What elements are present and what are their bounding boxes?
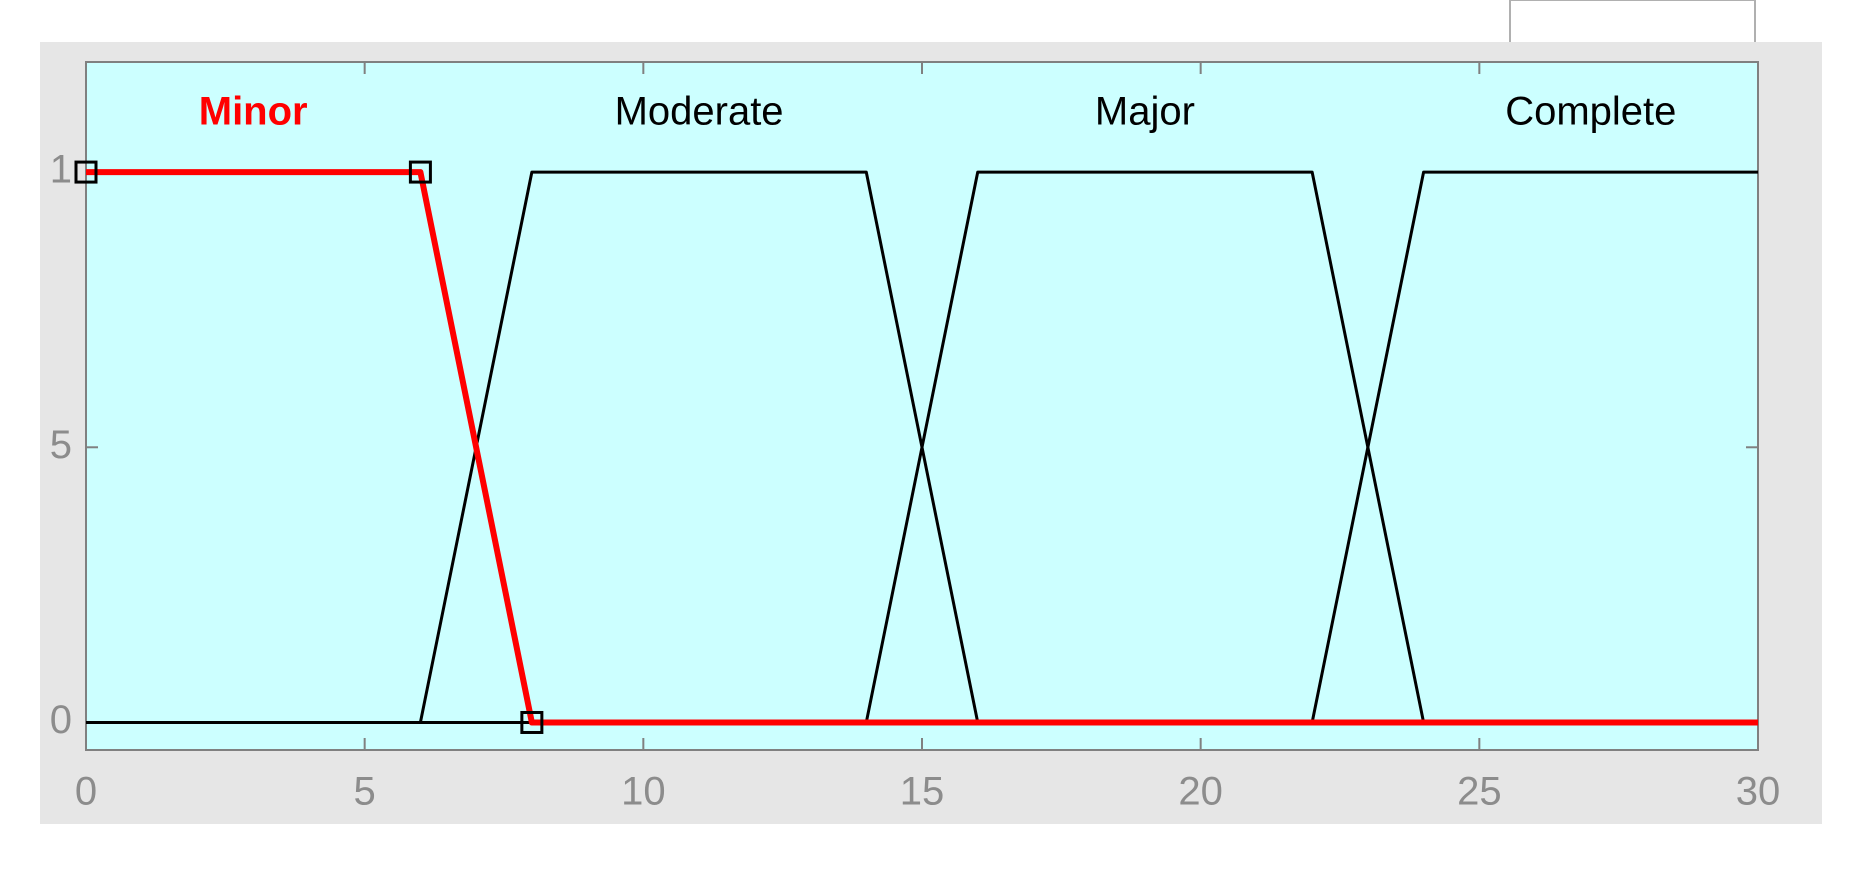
x-tick-label: 0 [75, 770, 97, 814]
series-label: Major [1095, 90, 1195, 134]
series-label: Minor [199, 90, 308, 134]
y-tick-label: 1 [50, 148, 72, 192]
vertex-marker [408, 160, 432, 184]
membership-line [86, 169, 1758, 726]
x-tick-label: 15 [900, 770, 945, 814]
series-label: Moderate [615, 90, 784, 134]
vertex-marker [74, 160, 98, 184]
x-tick-label: 25 [1457, 770, 1502, 814]
x-tick-label: 30 [1736, 770, 1781, 814]
plot-area [85, 61, 1759, 751]
x-tick-label: 10 [621, 770, 666, 814]
y-tick-label: 5 [50, 423, 72, 467]
x-tick-label: 20 [1178, 770, 1223, 814]
x-tick-label: 5 [354, 770, 376, 814]
decor-box [1509, 0, 1756, 49]
y-tick-label: 0 [50, 698, 72, 742]
series-label: Complete [1505, 90, 1676, 134]
vertex-marker [520, 710, 544, 734]
